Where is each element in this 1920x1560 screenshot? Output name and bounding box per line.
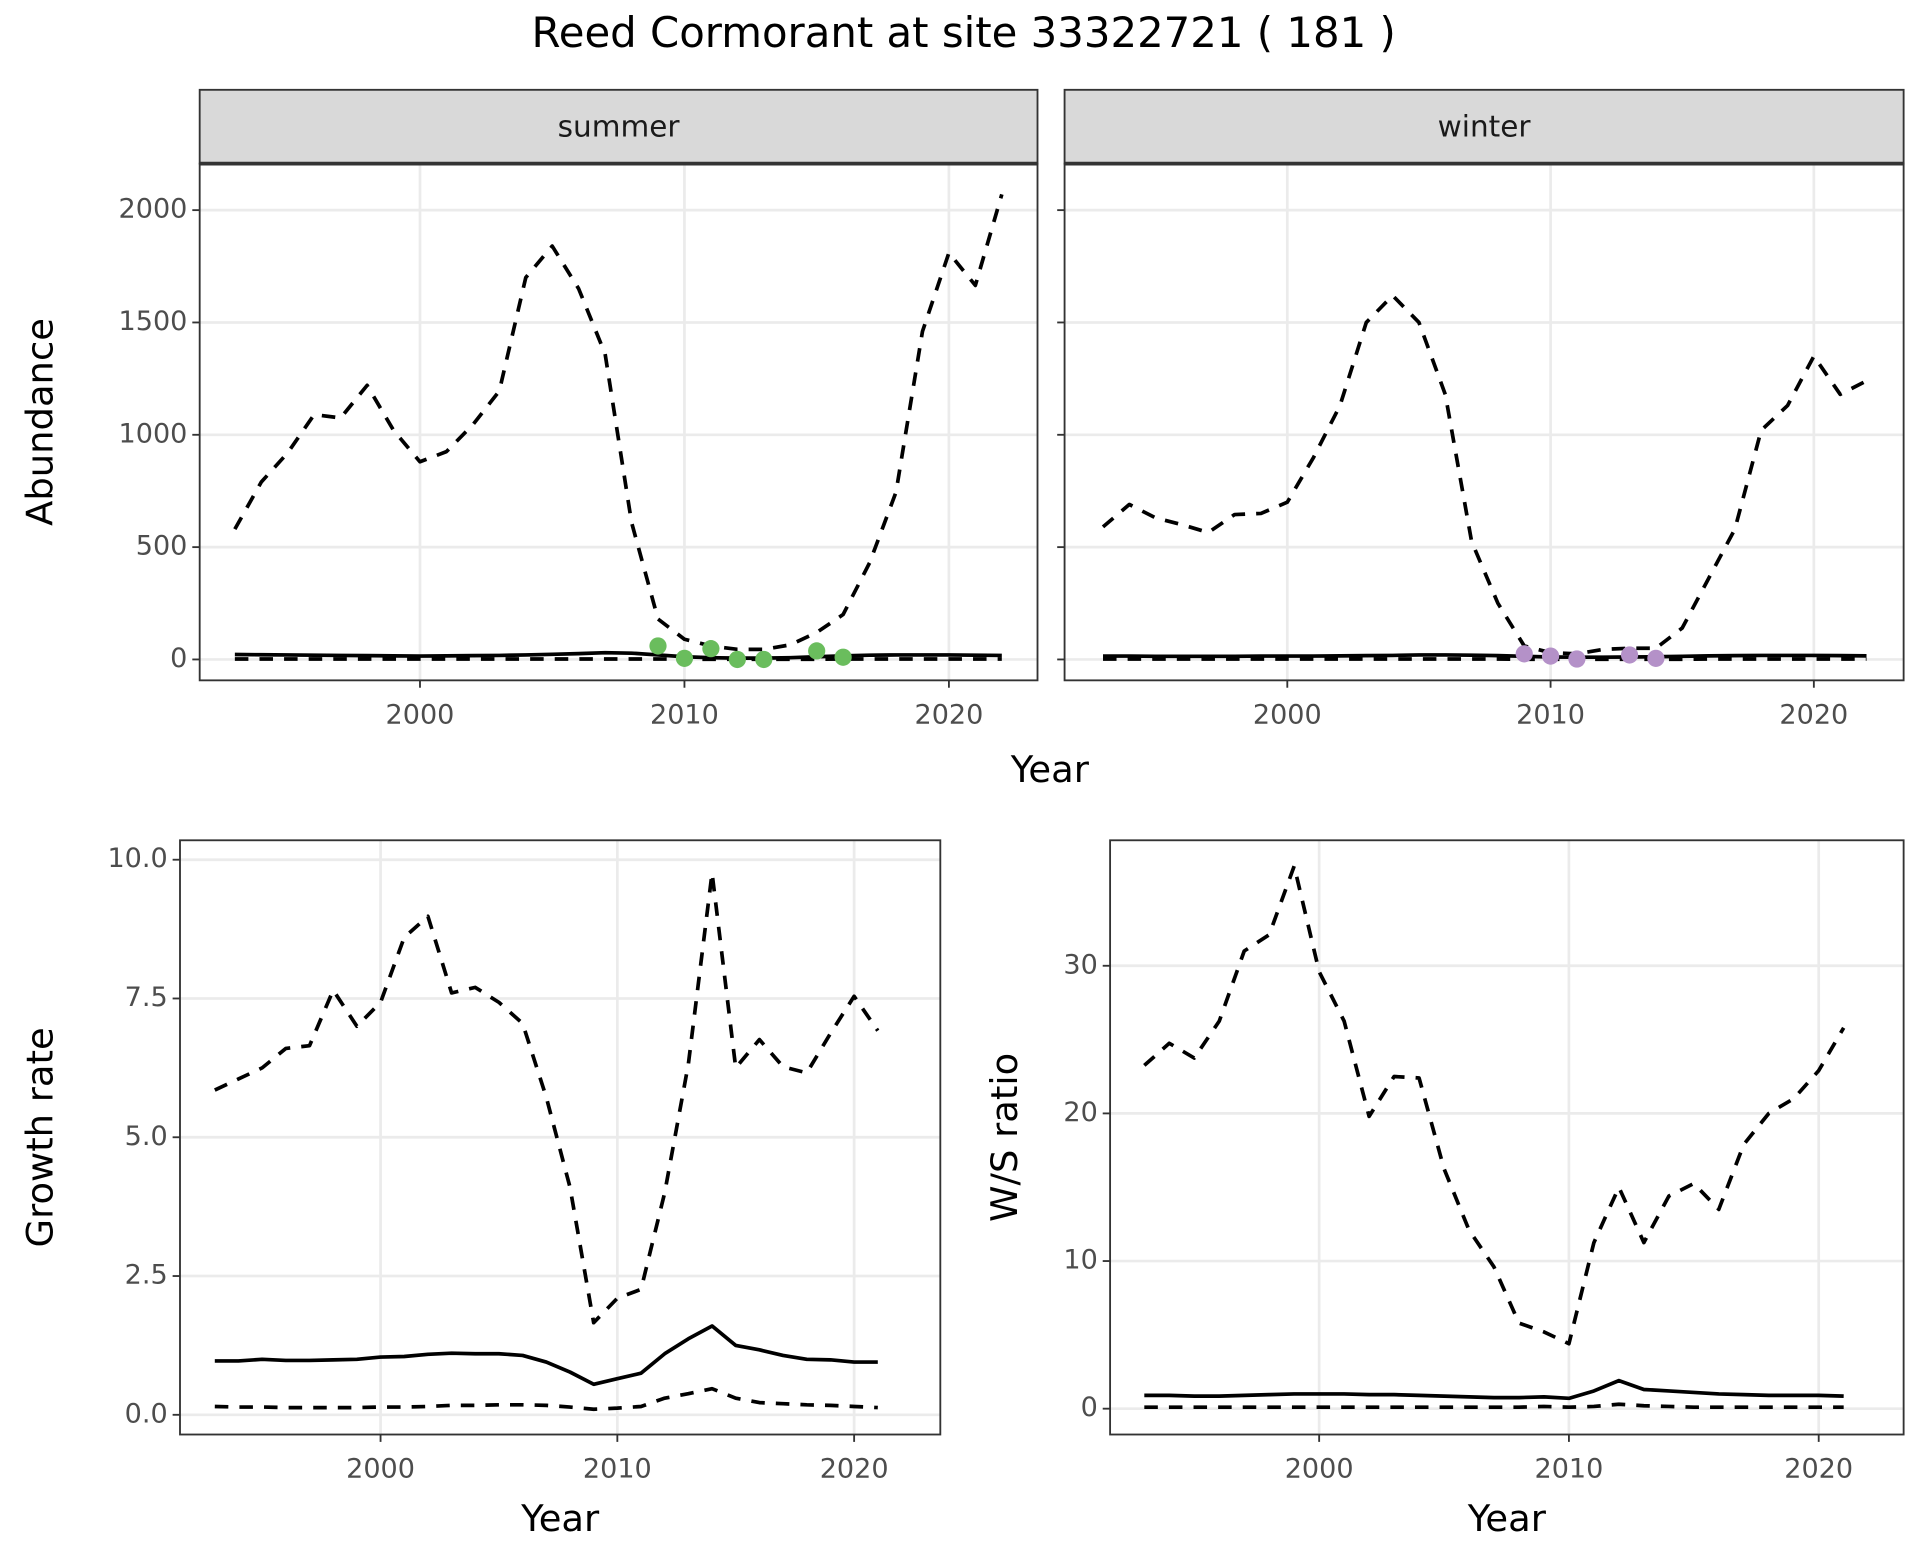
data-point [834, 648, 852, 666]
solid-line [214, 1324, 878, 1387]
dashed-line [1144, 1402, 1844, 1410]
dashed-line [233, 193, 1004, 652]
solid-line [234, 650, 1002, 660]
x-axis-title: Year [1010, 748, 1090, 791]
x-tick-label: 2000 [1253, 700, 1322, 731]
panel-background [199, 163, 1038, 681]
y-tick-label: 0 [170, 643, 187, 674]
x-tick-label: 2000 [386, 700, 455, 731]
y-axis-title: Abundance [19, 318, 62, 526]
data-point [675, 649, 694, 667]
y-tick-label: 7.5 [125, 982, 168, 1013]
y-tick-label: 20 [1063, 1097, 1097, 1128]
data-point [728, 650, 746, 669]
x-tick-label: 2010 [583, 1454, 652, 1485]
y-tick-label: 1000 [119, 418, 188, 449]
y-tick-label: 2000 [119, 194, 188, 225]
x-axis-title: Year [1467, 1497, 1547, 1540]
y-tick-label: 30 [1063, 949, 1097, 980]
y-tick-label: 2.5 [125, 1260, 168, 1291]
y-tick-label: 0.0 [125, 1398, 168, 1429]
x-tick-label: 2020 [1779, 700, 1848, 731]
data-point [1620, 646, 1639, 664]
x-axis-title: Year [520, 1497, 600, 1540]
panel-border [1109, 839, 1905, 1436]
data-point [1647, 649, 1665, 667]
solid-line [1144, 1378, 1844, 1401]
dashed-line [1101, 293, 1868, 656]
data-point [702, 640, 720, 658]
panel-background [1064, 163, 1904, 681]
y-axis-title: Growth rate [19, 1027, 62, 1247]
y-tick-label: 10.0 [107, 843, 167, 874]
data-point [649, 637, 667, 655]
data-point [755, 650, 773, 669]
strip-label: winter [1438, 109, 1532, 143]
x-tick-label: 2000 [346, 1454, 415, 1485]
x-tick-label: 2010 [650, 700, 719, 731]
facet-strip [198, 88, 1039, 165]
x-tick-label: 2010 [1535, 1454, 1604, 1485]
y-tick-label: 500 [136, 531, 188, 562]
x-tick-label: 2020 [1784, 1454, 1853, 1485]
solid-line [1103, 653, 1867, 660]
panel-background [1110, 840, 1904, 1435]
data-point [808, 642, 826, 660]
data-point [1541, 647, 1560, 665]
data-point [1515, 645, 1533, 663]
strip-label: summer [558, 109, 681, 143]
x-tick-label: 2020 [914, 700, 983, 731]
y-tick-label: 5.0 [125, 1121, 168, 1152]
x-tick-label: 2010 [1516, 700, 1585, 731]
y-tick-label: 1500 [119, 306, 188, 337]
figure-title: Reed Cormorant at site 33322721 ( 181 ) [532, 8, 1396, 57]
data-point [1568, 650, 1586, 668]
x-tick-label: 2020 [820, 1454, 889, 1485]
dashed-line [1143, 864, 1846, 1346]
y-tick-label: 10 [1063, 1245, 1097, 1276]
x-tick-label: 2000 [1285, 1454, 1354, 1485]
y-tick-label: 0 [1081, 1392, 1098, 1423]
dashed-line [214, 1386, 878, 1412]
y-axis-title: W/S ratio [983, 1053, 1026, 1222]
panel-border [179, 839, 942, 1436]
